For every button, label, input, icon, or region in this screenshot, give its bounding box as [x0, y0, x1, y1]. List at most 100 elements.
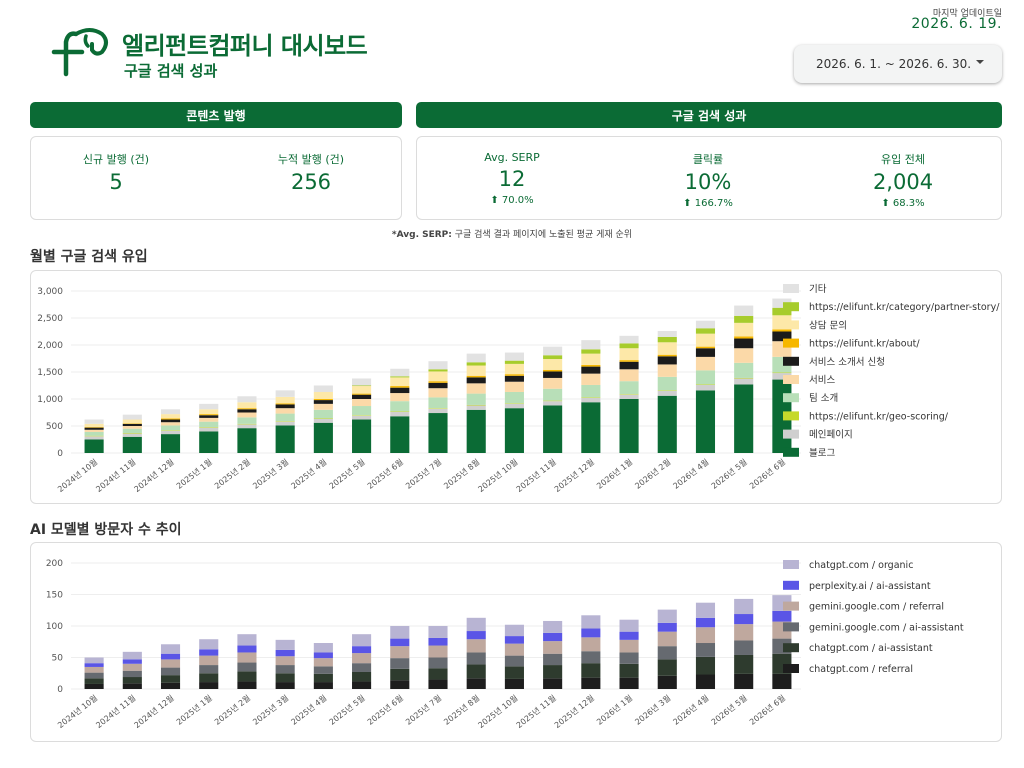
x-tick-label: 2025년 4월 — [289, 457, 329, 491]
x-tick-label: 2026년 1월 — [594, 693, 634, 727]
legend-label: 메인페이지 — [809, 430, 853, 441]
legend-swatch — [783, 393, 799, 403]
bar-segment — [199, 417, 219, 422]
bar-segment — [160, 409, 181, 415]
page-subtitle: 구글 검색 성과 — [124, 62, 218, 80]
bar-segment — [390, 376, 410, 378]
x-tick-label: 2026년 5월 — [709, 693, 749, 727]
bar-segment — [772, 307, 792, 316]
x-tick-label: 2024년 10월 — [56, 693, 100, 730]
bar-segment — [581, 615, 601, 629]
bar-segment — [734, 362, 754, 378]
bar-segment — [352, 394, 372, 399]
bar-segment — [581, 663, 601, 678]
bar-segment — [657, 364, 677, 377]
x-tick-label: 2025년 1월 — [174, 457, 214, 491]
bar-segment — [619, 361, 639, 370]
bar-segment — [772, 673, 792, 689]
bar-segment — [543, 665, 563, 679]
bar-segment — [313, 418, 333, 419]
elephant-logo-icon — [51, 28, 108, 77]
bar-segment — [543, 653, 563, 666]
bar-segment — [504, 360, 524, 364]
kpi-change: ⬆ 68.3% — [881, 198, 925, 209]
bar-segment — [734, 377, 754, 379]
bar-segment — [428, 361, 448, 370]
bar-segment — [734, 336, 754, 339]
bar-segment — [84, 657, 104, 664]
bar-segment — [313, 403, 333, 410]
kpi-value: 256 — [290, 170, 332, 194]
legend-swatch — [783, 601, 799, 611]
bar-segment — [619, 343, 639, 349]
kpi-value: 5 — [109, 170, 123, 194]
bar-segment — [199, 655, 219, 666]
legend-label: 블로그 — [809, 448, 835, 459]
x-tick-label: 2026년 1월 — [594, 457, 634, 491]
bar-segment — [237, 408, 257, 410]
bar-segment — [619, 348, 639, 361]
bar-segment — [619, 394, 639, 399]
bar-segment — [581, 384, 601, 398]
x-tick-label: 2025년 8월 — [442, 457, 482, 491]
content-section-header: 콘텐츠 발행 — [30, 102, 402, 128]
bar-segment — [313, 399, 333, 401]
x-tick-label: 2024년 12월 — [132, 457, 176, 494]
bar-segment — [352, 671, 372, 682]
bar-segment — [695, 384, 716, 385]
bar-segment — [581, 397, 601, 403]
bar-segment — [313, 391, 333, 399]
bar-segment — [390, 377, 410, 387]
y-tick-label: 200 — [46, 559, 63, 569]
bar-segment — [237, 662, 257, 672]
bar-segment — [428, 626, 448, 638]
legend-swatch — [783, 664, 799, 673]
bar-segment — [619, 381, 639, 395]
bar-segment — [466, 631, 486, 640]
bar-segment — [84, 672, 104, 679]
bar-segment — [237, 409, 257, 413]
x-tick-label: 2026년 3월 — [633, 693, 673, 727]
date-range-picker[interactable]: 2026. 6. 1. ~ 2026. 6. 30. — [794, 45, 1002, 83]
bar-segment — [199, 639, 219, 650]
bar-segment — [504, 624, 524, 637]
bar-segment — [504, 403, 524, 409]
bar-segment — [275, 403, 295, 405]
bar-segment — [466, 365, 486, 376]
bar-segment — [390, 411, 410, 417]
bar-segment — [428, 408, 448, 409]
bar-segment — [695, 384, 716, 391]
x-tick-label: 2025년 1월 — [174, 693, 214, 727]
bar-segment — [734, 598, 754, 615]
bar-segment — [237, 396, 257, 403]
bar-segment — [657, 390, 677, 391]
bar-segment — [390, 416, 410, 453]
bar-segment — [84, 435, 104, 437]
bar-segment — [619, 663, 639, 678]
legend-swatch — [783, 284, 799, 293]
bar-segment — [428, 645, 448, 658]
arrow-up-icon: ⬆ — [490, 195, 499, 206]
bar-segment — [543, 632, 563, 642]
legend-label: 서비스 — [809, 375, 835, 386]
bar-segment — [160, 434, 181, 453]
bar-segment — [160, 419, 181, 423]
bar-segment — [352, 634, 372, 647]
bar-segment — [313, 658, 333, 667]
bar-segment — [543, 620, 563, 633]
bar-segment — [734, 654, 754, 674]
bar-segment — [657, 354, 677, 357]
bar-segment — [504, 352, 524, 361]
x-tick-label: 2024년 10월 — [56, 457, 100, 494]
bar-segment — [352, 399, 372, 407]
bar-segment — [352, 406, 372, 416]
bar-segment — [313, 400, 333, 404]
y-tick-label: 50 — [52, 654, 64, 664]
bar-segment — [313, 666, 333, 674]
bar-segment — [122, 419, 142, 424]
legend-swatch — [783, 643, 799, 653]
bar-segment — [352, 653, 372, 664]
bar-segment — [160, 644, 181, 654]
bar-segment — [695, 674, 716, 689]
